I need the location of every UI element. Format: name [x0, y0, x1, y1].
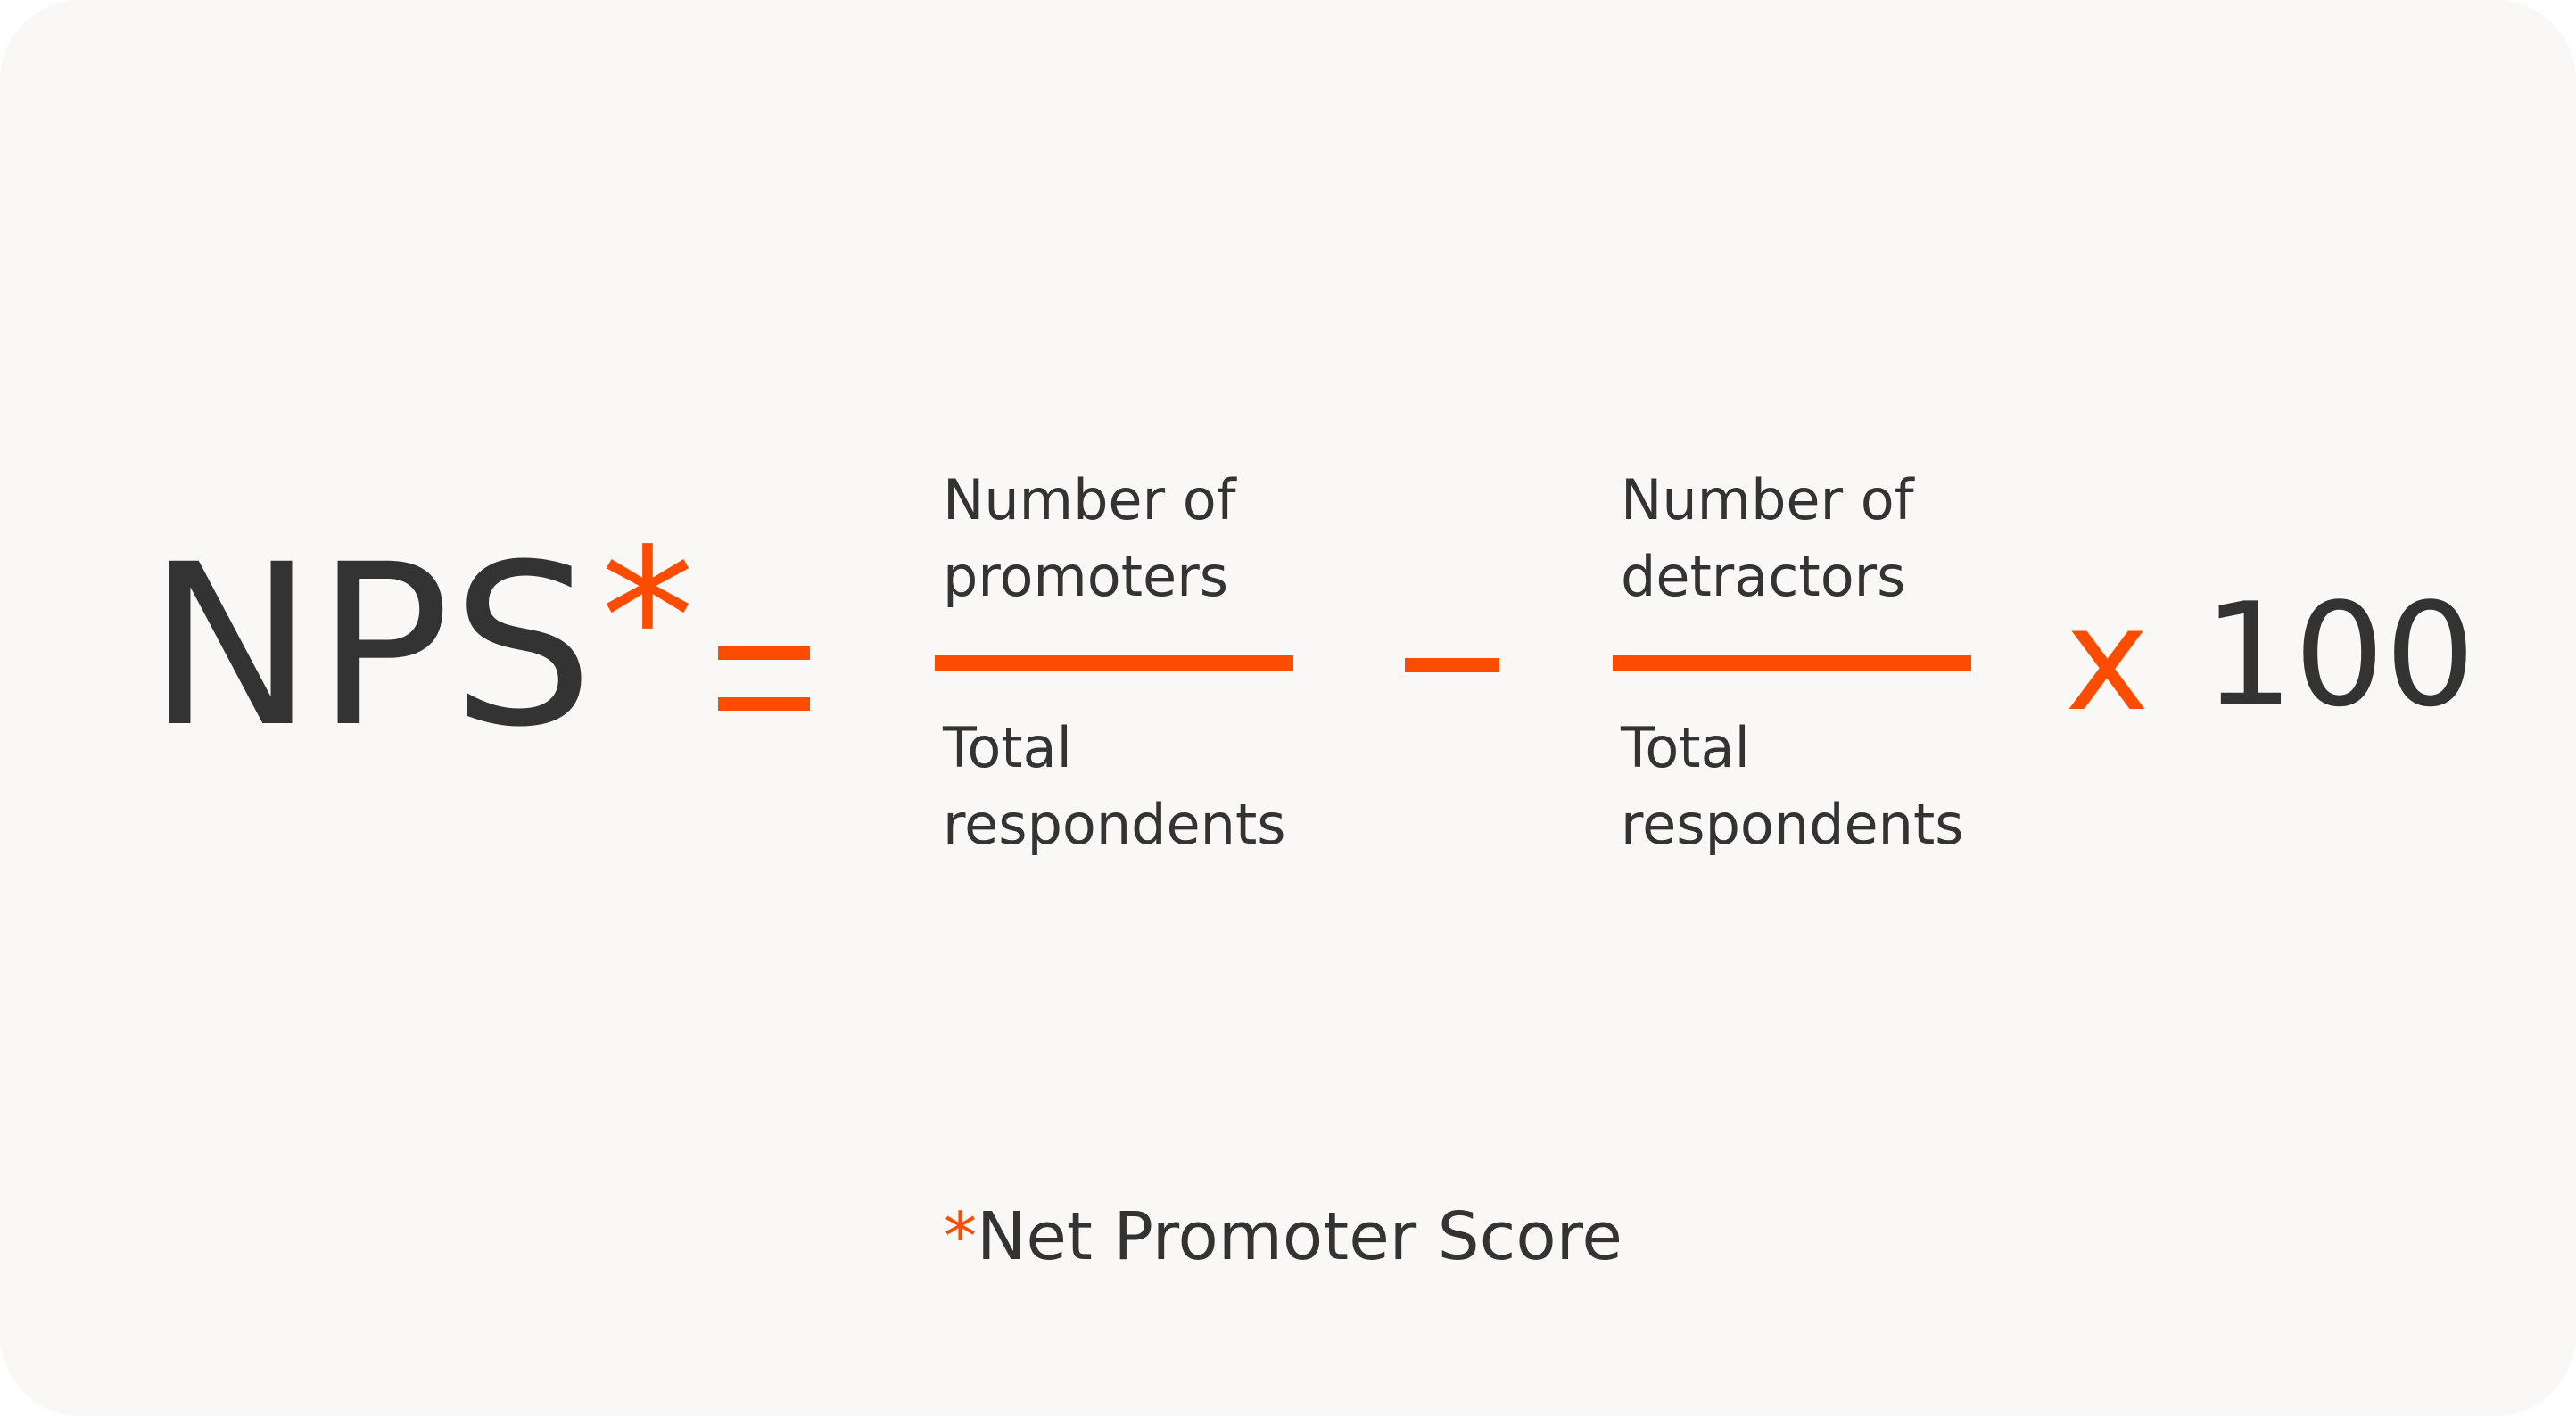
- promoters-denominator-line1: Total: [943, 715, 1072, 780]
- promoters-numerator-line2: promoters: [943, 544, 1228, 609]
- footnote-asterisk: *: [944, 1198, 977, 1275]
- detractors-numerator-line1: Number of: [1621, 467, 1914, 532]
- promoters-denominator-line2: respondents: [943, 792, 1286, 857]
- equals-top-bar: [718, 646, 810, 660]
- detractors-numerator: Number of detractors: [1621, 462, 1914, 615]
- detractors-denominator-line1: Total: [1621, 715, 1750, 780]
- multiplier-value: 100: [2203, 572, 2476, 738]
- promoters-numerator: Number of promoters: [943, 462, 1236, 615]
- footnote: *Net Promoter Score: [944, 1204, 1622, 1270]
- detractors-numerator-line2: detractors: [1621, 544, 1906, 609]
- multiply-symbol: x: [2065, 576, 2150, 743]
- promoters-denominator: Total respondents: [943, 710, 1286, 863]
- detractors-denominator: Total respondents: [1621, 710, 1964, 863]
- promoters-fraction-bar: [935, 655, 1293, 671]
- nps-term: NPS*: [147, 524, 696, 758]
- promoters-numerator-line1: Number of: [943, 467, 1236, 532]
- minus-sign: [1405, 658, 1499, 672]
- detractors-fraction-bar: [1613, 655, 1971, 671]
- nps-label: NPS: [147, 516, 596, 776]
- detractors-denominator-line2: respondents: [1621, 792, 1964, 857]
- footnote-text: Net Promoter Score: [977, 1198, 1622, 1275]
- nps-asterisk: *: [600, 508, 697, 727]
- equals-bottom-bar: [718, 697, 810, 711]
